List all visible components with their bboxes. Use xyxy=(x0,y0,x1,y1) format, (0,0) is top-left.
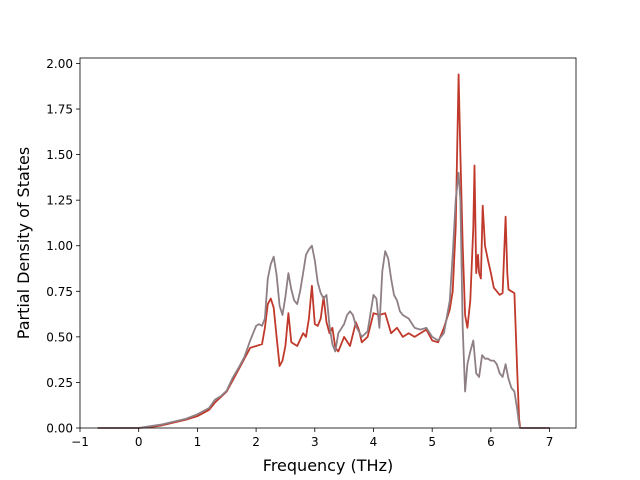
y-tick-label: 1.25 xyxy=(46,194,73,208)
x-tick-label: 1 xyxy=(194,435,202,449)
y-axis-label: Partial Density of States xyxy=(14,147,33,339)
x-tick-label: 3 xyxy=(311,435,319,449)
x-tick-label: 6 xyxy=(487,435,495,449)
y-tick-label: 0.00 xyxy=(46,422,73,436)
y-axis: 0.00 0.25 0.50 0.75 1.00 1.25 1.50 1.75 2.00 xyxy=(46,57,80,436)
x-tick-label: 5 xyxy=(428,435,436,449)
y-tick-label: 0.50 xyxy=(46,330,73,344)
y-tick-label: 1.50 xyxy=(46,148,73,162)
y-tick-label: 0.25 xyxy=(46,376,73,390)
x-tick-label: 7 xyxy=(546,435,554,449)
y-tick-label: 2.00 xyxy=(46,57,73,71)
x-axis: −1 0 1 2 3 4 5 6 7 xyxy=(71,428,553,449)
x-tick-label: 0 xyxy=(135,435,143,449)
x-tick-label: −1 xyxy=(71,435,89,449)
y-tick-label: 0.75 xyxy=(46,285,73,299)
plot-frame xyxy=(79,57,577,429)
x-tick-label: 4 xyxy=(370,435,378,449)
x-axis-label: Frequency (THz) xyxy=(263,456,393,475)
y-tick-label: 1.75 xyxy=(46,103,73,117)
series-line-1 xyxy=(97,73,550,429)
x-tick-label: 2 xyxy=(252,435,260,449)
series-line-2 xyxy=(97,171,550,429)
y-tick-label: 1.00 xyxy=(46,239,73,253)
plot-area xyxy=(97,73,550,429)
